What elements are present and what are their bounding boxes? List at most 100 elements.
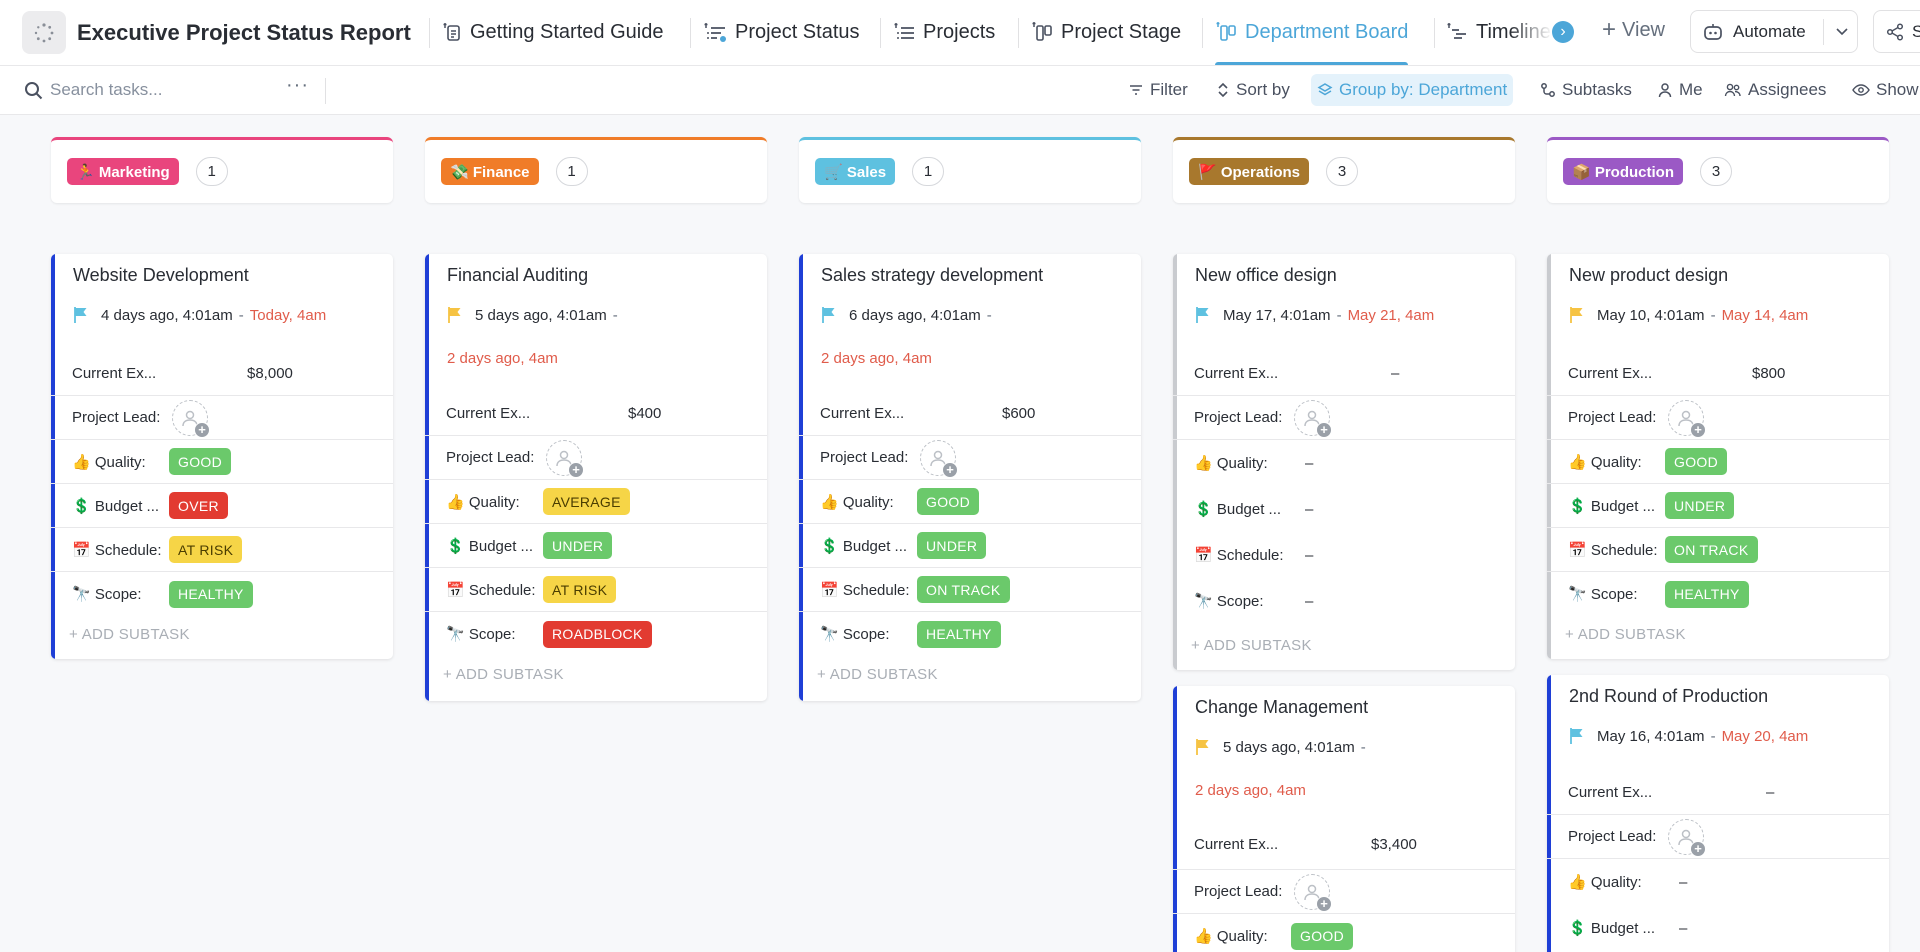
schedule-badge[interactable]: ON TRACK (1665, 536, 1758, 563)
budget-field[interactable]: 💲 Budget ... UNDER (1547, 484, 1889, 528)
quality-field[interactable]: 👍 Quality: GOOD (51, 440, 393, 484)
schedule-field[interactable]: 📅 Schedule: ON TRACK (1547, 528, 1889, 572)
lead-field[interactable]: Project Lead: + (425, 436, 767, 480)
task-card[interactable]: Website Development 4 days ago, 4:01am -… (51, 254, 393, 659)
add-subtask-button[interactable]: + ADD SUBTASK (817, 666, 938, 683)
expense-field[interactable]: Current Ex... – (1547, 771, 1889, 815)
priority-flag-icon[interactable] (1195, 738, 1211, 756)
tab-department-board[interactable]: Department Board (1215, 0, 1409, 65)
task-dates[interactable]: 6 days ago, 4:01am - (821, 306, 998, 324)
budget-badge[interactable]: UNDER (1665, 492, 1735, 519)
quality-badge[interactable]: AVERAGE (543, 488, 630, 515)
assign-lead-avatar-icon[interactable]: + (920, 439, 958, 478)
quality-field[interactable]: 👍 Quality: GOOD (1547, 440, 1889, 484)
assign-lead-avatar-icon[interactable]: + (546, 439, 584, 478)
scope-badge[interactable]: HEALTHY (917, 620, 1001, 648)
expense-field[interactable]: Current Ex... $8,000 (51, 352, 393, 396)
scope-badge[interactable]: HEALTHY (1665, 580, 1749, 608)
automate-button[interactable]: Automate (1690, 10, 1858, 53)
budget-badge[interactable]: UNDER (917, 532, 987, 559)
assign-lead-avatar-icon[interactable]: + (172, 399, 210, 438)
due-date[interactable]: 2 days ago, 4am (447, 350, 558, 367)
task-card[interactable]: Financial Auditing 5 days ago, 4:01am - … (425, 254, 767, 701)
lead-field[interactable]: Project Lead: + (1547, 396, 1889, 440)
chevron-down-icon[interactable] (1835, 23, 1849, 46)
task-card[interactable]: Sales strategy development 6 days ago, 4… (799, 254, 1141, 701)
task-card[interactable]: New office design May 17, 4:01am - May 2… (1173, 254, 1515, 670)
expense-field[interactable]: Current Ex... – (1173, 352, 1515, 396)
filter-button[interactable]: Filter (1122, 74, 1194, 106)
workspace-logo-icon[interactable] (22, 11, 66, 54)
tab-getting-started[interactable]: Getting Started Guide (442, 0, 663, 64)
tab-projects[interactable]: Projects (893, 0, 995, 64)
task-dates[interactable]: May 16, 4:01am - May 20, 4am (1569, 727, 1808, 745)
priority-flag-icon[interactable] (1195, 306, 1211, 324)
task-dates[interactable]: May 10, 4:01am - May 14, 4am (1569, 306, 1808, 324)
priority-flag-icon[interactable] (1569, 727, 1585, 745)
quality-badge[interactable]: GOOD (1665, 448, 1727, 475)
task-card[interactable]: 2nd Round of Production May 16, 4:01am -… (1547, 675, 1889, 952)
add-subtask-button[interactable]: + ADD SUBTASK (1565, 626, 1686, 643)
add-subtask-button[interactable]: + ADD SUBTASK (69, 626, 190, 643)
task-card[interactable]: New product design May 10, 4:01am - May … (1547, 254, 1889, 659)
department-label[interactable]: 💸 Finance (441, 158, 539, 185)
scope-field[interactable]: 🔭 Scope: – (1173, 578, 1515, 624)
budget-field[interactable]: 💲 Budget ... – (1547, 905, 1889, 951)
quality-field[interactable]: 👍 Quality: GOOD (799, 480, 1141, 524)
group-by-button[interactable]: Group by: Department (1311, 74, 1514, 106)
task-card[interactable]: Change Management 5 days ago, 4:01am - 2… (1173, 686, 1515, 952)
tabs-scroll-right-icon[interactable]: › (1552, 21, 1574, 43)
scope-badge[interactable]: HEALTHY (169, 580, 253, 608)
quality-field[interactable]: 👍 Quality: – (1547, 859, 1889, 905)
department-label[interactable]: 🏃 Marketing (67, 158, 179, 185)
budget-field[interactable]: 💲 Budget ... – (1173, 486, 1515, 532)
me-button[interactable]: Me (1651, 74, 1709, 106)
quality-field[interactable]: 👍 Quality: – (1173, 440, 1515, 486)
task-title[interactable]: New product design (1569, 265, 1729, 285)
show-button[interactable]: Show (1846, 74, 1920, 106)
task-title[interactable]: 2nd Round of Production (1569, 686, 1769, 706)
scope-badge[interactable]: ROADBLOCK (543, 620, 652, 648)
budget-field[interactable]: 💲 Budget ... UNDER (425, 524, 767, 568)
due-date[interactable]: 2 days ago, 4am (1195, 782, 1306, 799)
expense-field[interactable]: Current Ex... $600 (799, 392, 1141, 436)
assign-lead-avatar-icon[interactable]: + (1294, 873, 1332, 912)
expense-field[interactable]: Current Ex... $400 (425, 392, 767, 436)
department-label[interactable]: 🚩 Operations (1189, 158, 1310, 185)
schedule-badge[interactable]: AT RISK (169, 536, 243, 563)
assign-lead-avatar-icon[interactable]: + (1668, 399, 1706, 438)
lead-field[interactable]: Project Lead: + (1173, 396, 1515, 440)
task-title[interactable]: Financial Auditing (447, 265, 589, 285)
schedule-field[interactable]: 📅 Schedule: AT RISK (425, 568, 767, 612)
schedule-field[interactable]: 📅 Schedule: – (1173, 532, 1515, 578)
task-dates[interactable]: 5 days ago, 4:01am - (1195, 738, 1372, 756)
task-title[interactable]: Change Management (1195, 697, 1369, 717)
schedule-field[interactable]: 📅 Schedule: ON TRACK (799, 568, 1141, 612)
task-dates[interactable]: May 17, 4:01am - May 21, 4am (1195, 306, 1434, 324)
budget-badge[interactable]: OVER (169, 492, 228, 519)
sort-button[interactable]: Sort by (1210, 74, 1296, 106)
task-dates[interactable]: 5 days ago, 4:01am - (447, 306, 624, 324)
add-subtask-button[interactable]: + ADD SUBTASK (1191, 637, 1312, 654)
quality-badge[interactable]: GOOD (1291, 922, 1353, 950)
scope-field[interactable]: 🔭 Scope: HEALTHY (51, 572, 393, 616)
quality-badge[interactable]: GOOD (169, 448, 231, 475)
budget-field[interactable]: 💲 Budget ... UNDER (799, 524, 1141, 568)
priority-flag-icon[interactable] (447, 306, 463, 324)
quality-field[interactable]: 👍 Quality: AVERAGE (425, 480, 767, 524)
add-view-button[interactable]: + View (1602, 16, 1666, 43)
share-button[interactable]: Share (1873, 10, 1920, 53)
scope-field[interactable]: 🔭 Scope: ROADBLOCK (425, 612, 767, 656)
assignees-button[interactable]: Assignees (1718, 74, 1832, 106)
task-title[interactable]: New office design (1195, 265, 1337, 285)
due-date[interactable]: 2 days ago, 4am (821, 350, 932, 367)
task-title[interactable]: Sales strategy development (821, 265, 1044, 285)
quality-badge[interactable]: GOOD (917, 488, 979, 515)
assign-lead-avatar-icon[interactable]: + (1668, 818, 1706, 857)
more-options-icon[interactable]: ··· (286, 74, 309, 96)
assign-lead-avatar-icon[interactable]: + (1294, 399, 1332, 438)
budget-badge[interactable]: UNDER (543, 532, 613, 559)
schedule-field[interactable]: 📅 Schedule: AT RISK (51, 528, 393, 572)
quality-field[interactable]: 👍 Quality: GOOD (1173, 914, 1515, 952)
scope-field[interactable]: 🔭 Scope: HEALTHY (1547, 572, 1889, 616)
